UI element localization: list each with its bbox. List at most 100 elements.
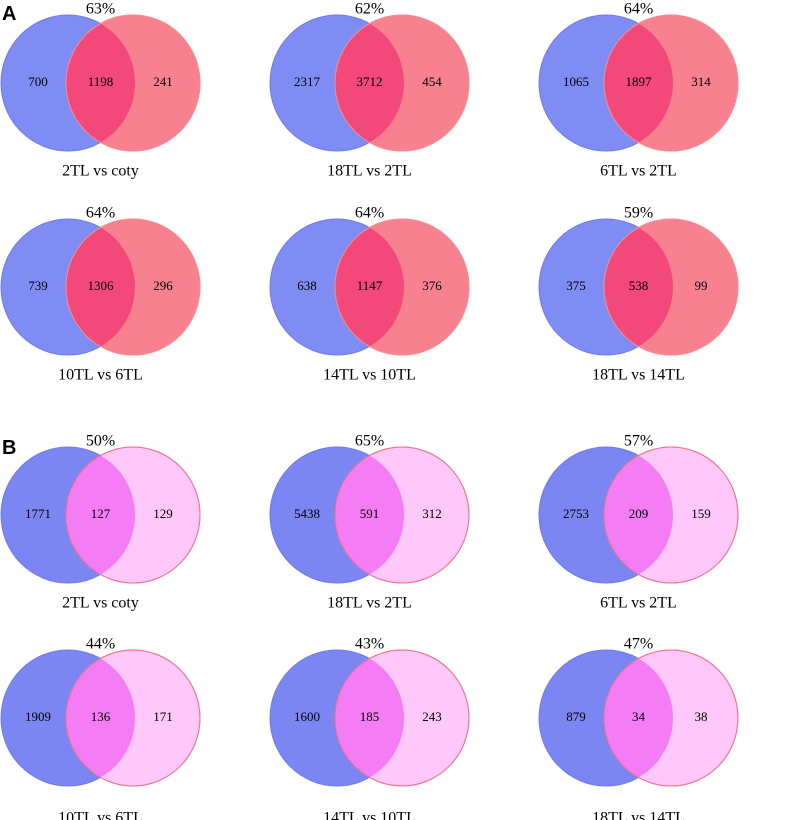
venn-diagram: 59% 375 538 99 18TL vs 14TL: [538, 205, 739, 384]
comparison-label: 2TL vs coty: [62, 595, 139, 612]
left-only-count: 739: [28, 278, 48, 293]
left-only-count: 1771: [25, 506, 51, 521]
left-only-count: 2317: [294, 74, 321, 89]
overlap-region: [604, 650, 673, 786]
right-set-outline: [334, 446, 470, 584]
comparison-label: 10TL vs 6TL: [58, 367, 143, 384]
right-set-outline: [65, 649, 201, 787]
overlap-percent: 64%: [624, 1, 653, 18]
right-only-count: 376: [422, 278, 442, 293]
overlap-region: [335, 15, 404, 151]
comparison-label: 14TL vs 10TL: [323, 367, 416, 384]
overlap-count: 136: [91, 709, 111, 724]
overlap-region: [335, 650, 404, 786]
comparison-label: 18TL vs 14TL: [592, 810, 685, 820]
overlap-region: [66, 650, 135, 786]
venn-diagram: 44% 1909 136 171 10TL vs 6TL: [0, 636, 201, 820]
panel-a: A 63% 700 1198 241 2TL vs coty 62% 2317 3712 454 1…: [0, 1, 739, 384]
venn-diagram: 64% 1065 1897 314 6TL vs 2TL: [538, 1, 739, 180]
overlap-percent: 59%: [624, 205, 653, 222]
overlap-count: 538: [629, 278, 649, 293]
right-only-count: 171: [153, 709, 173, 724]
overlap-region: [335, 447, 404, 583]
left-only-count: 700: [28, 74, 48, 89]
comparison-label: 6TL vs 2TL: [600, 595, 677, 612]
overlap-region: [66, 447, 135, 583]
right-only-count: 312: [422, 506, 442, 521]
overlap-count: 1198: [88, 74, 114, 89]
right-only-count: 454: [422, 74, 442, 89]
overlap-percent: 64%: [355, 205, 384, 222]
overlap-percent: 57%: [624, 433, 653, 450]
right-only-count: 243: [422, 709, 442, 724]
left-only-count: 1065: [563, 74, 589, 89]
overlap-percent: 64%: [86, 205, 115, 222]
overlap-count: 3712: [357, 74, 383, 89]
comparison-label: 10TL vs 6TL: [58, 810, 143, 820]
overlap-count: 1897: [626, 74, 653, 89]
overlap-percent: 50%: [86, 433, 115, 450]
overlap-count: 1147: [357, 278, 383, 293]
left-only-count: 375: [566, 278, 586, 293]
right-set-outline: [603, 649, 739, 787]
panel-letter: A: [2, 3, 16, 25]
overlap-count: 591: [360, 506, 380, 521]
overlap-percent: 47%: [624, 636, 653, 653]
overlap-percent: 65%: [355, 433, 384, 450]
overlap-percent: 63%: [86, 1, 115, 18]
left-only-count: 5438: [294, 506, 320, 521]
overlap-count: 1306: [88, 278, 115, 293]
right-set-outline: [65, 218, 201, 356]
left-only-count: 879: [566, 709, 586, 724]
left-only-count: 1909: [25, 709, 51, 724]
overlap-percent: 43%: [355, 636, 384, 653]
overlap-percent: 44%: [86, 636, 115, 653]
right-set-outline: [603, 446, 739, 584]
right-set-outline: [334, 14, 470, 152]
panel-b: B 50% 1771 127 129 2TL vs coty 65% 5438 591 312 18…: [0, 433, 739, 820]
venn-diagram: 65% 5438 591 312 18TL vs 2TL: [269, 433, 470, 612]
overlap-region: [335, 219, 404, 355]
right-only-count: 129: [153, 506, 173, 521]
comparison-label: 18TL vs 14TL: [592, 367, 685, 384]
overlap-region: [604, 219, 673, 355]
comparison-label: 14TL vs 10TL: [323, 810, 416, 820]
venn-diagram: 64% 739 1306 296 10TL vs 6TL: [0, 205, 201, 384]
right-only-count: 99: [695, 278, 708, 293]
right-set-outline: [65, 446, 201, 584]
overlap-percent: 62%: [355, 1, 384, 18]
overlap-count: 127: [91, 506, 111, 521]
right-only-count: 314: [691, 74, 711, 89]
left-only-count: 2753: [563, 506, 589, 521]
overlap-count: 185: [360, 709, 380, 724]
venn-diagram: 50% 1771 127 129 2TL vs coty: [0, 433, 201, 612]
overlap-count: 209: [629, 506, 649, 521]
venn-diagram: 63% 700 1198 241 2TL vs coty: [0, 1, 201, 180]
comparison-label: 18TL vs 2TL: [327, 595, 412, 612]
left-only-count: 638: [297, 278, 317, 293]
right-set-outline: [334, 218, 470, 356]
overlap-count: 34: [632, 709, 646, 724]
venn-diagram: 62% 2317 3712 454 18TL vs 2TL: [269, 1, 470, 180]
right-set-outline: [65, 14, 201, 152]
venn-diagram: 57% 2753 209 159 6TL vs 2TL: [538, 433, 739, 612]
overlap-region: [604, 447, 673, 583]
panel-letter: B: [2, 437, 16, 459]
right-set-outline: [603, 14, 739, 152]
overlap-region: [604, 15, 673, 151]
right-set-outline: [334, 649, 470, 787]
left-only-count: 1600: [294, 709, 320, 724]
right-only-count: 296: [153, 278, 173, 293]
comparison-label: 2TL vs coty: [62, 163, 139, 180]
overlap-region: [66, 219, 135, 355]
venn-diagram: 64% 638 1147 376 14TL vs 10TL: [269, 205, 470, 384]
venn-diagram: 43% 1600 185 243 14TL vs 10TL: [269, 636, 470, 820]
venn-diagram: 47% 879 34 38 18TL vs 14TL: [538, 636, 739, 820]
comparison-label: 18TL vs 2TL: [327, 163, 412, 180]
comparison-label: 6TL vs 2TL: [600, 163, 677, 180]
right-only-count: 241: [153, 74, 173, 89]
right-only-count: 159: [691, 506, 711, 521]
right-only-count: 38: [695, 709, 708, 724]
overlap-region: [66, 15, 135, 151]
